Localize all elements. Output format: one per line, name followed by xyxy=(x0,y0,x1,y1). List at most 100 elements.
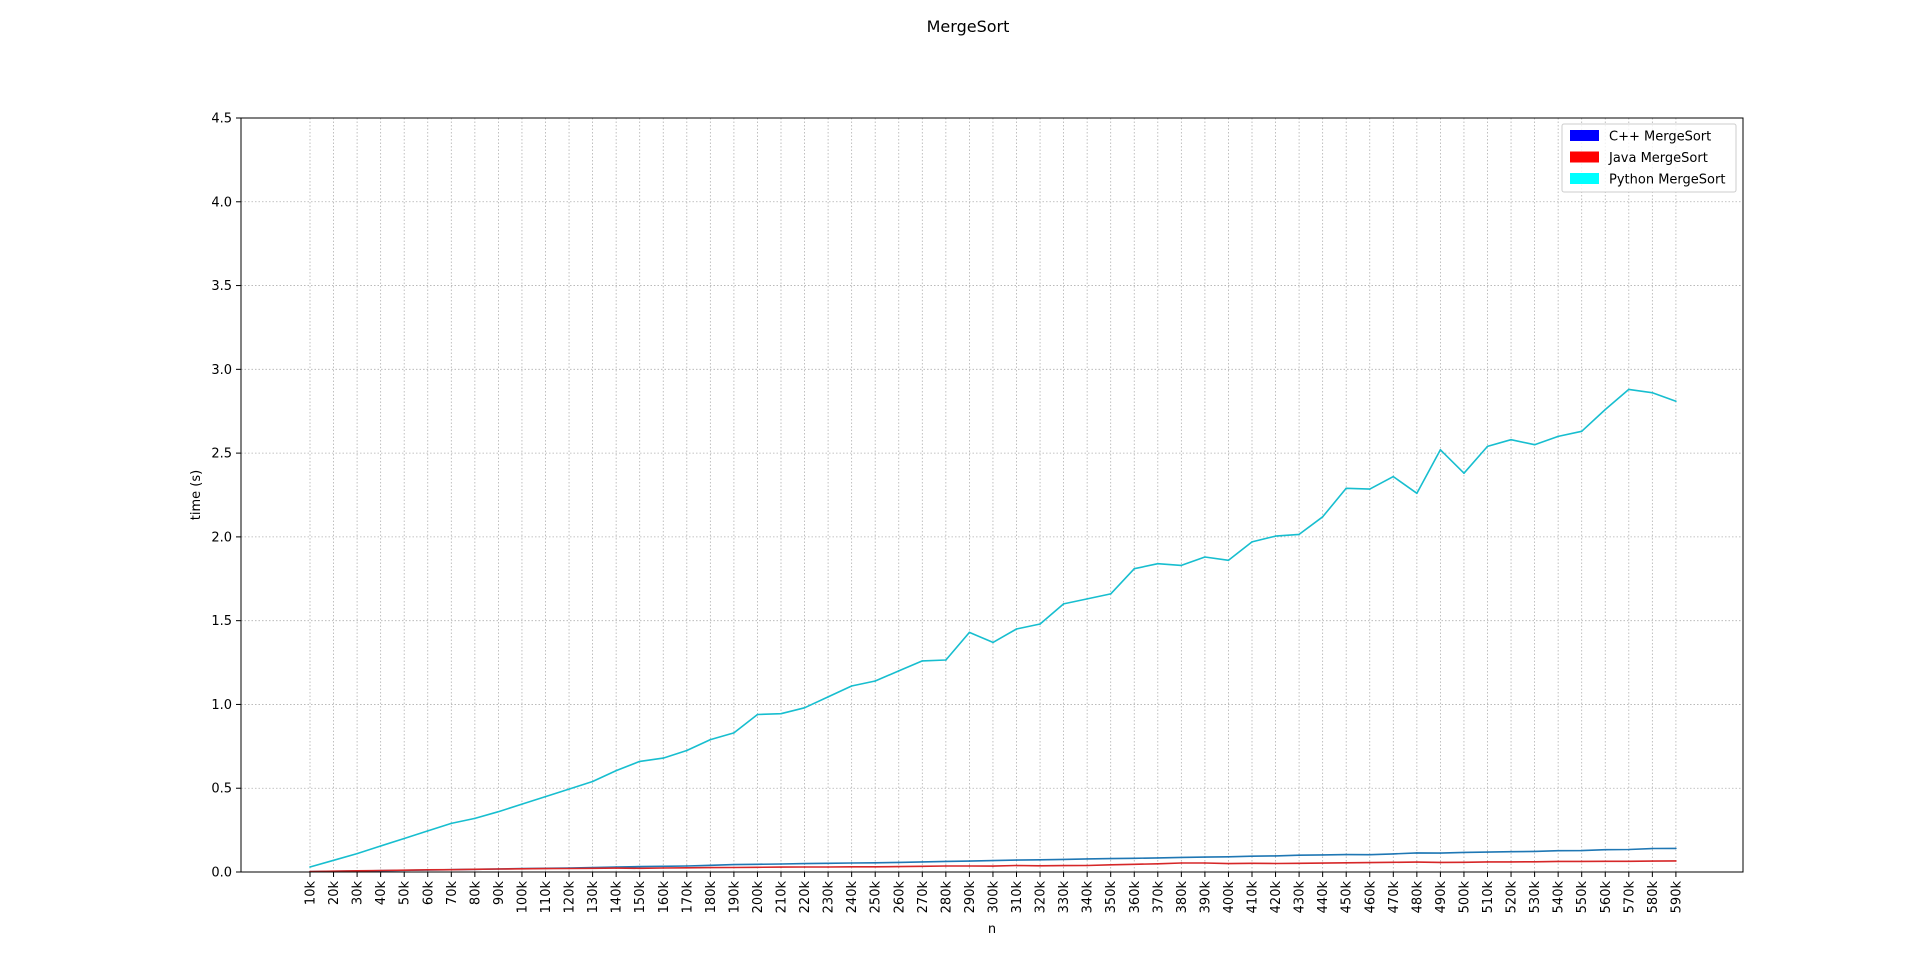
x-tick-label: 580k xyxy=(1646,881,1661,914)
data-point xyxy=(1345,487,1347,490)
x-tick-label: 440k xyxy=(1316,881,1331,914)
x-tick-label: 270k xyxy=(916,881,931,914)
x-tick-label: 590k xyxy=(1669,881,1684,914)
data-point xyxy=(1109,863,1112,866)
data-point xyxy=(544,795,547,798)
data-point xyxy=(1274,535,1277,537)
chart-title: MergeSort xyxy=(927,17,1010,36)
data-point xyxy=(1321,862,1324,864)
data-point xyxy=(1157,857,1159,859)
x-tick-label: 290k xyxy=(963,881,978,914)
data-point xyxy=(1368,853,1371,856)
data-point xyxy=(1204,856,1206,858)
data-point xyxy=(638,867,641,870)
plot-frame xyxy=(240,117,1744,873)
data-point xyxy=(1227,559,1230,562)
x-tick-label: 510k xyxy=(1481,881,1496,914)
data-point xyxy=(1675,847,1677,850)
x-tick-label: 160k xyxy=(657,881,672,914)
x-tick-label: 330k xyxy=(1057,881,1072,914)
x-tick-label: 390k xyxy=(1198,881,1213,914)
x-tick-label: 300k xyxy=(986,881,1001,914)
legend-box xyxy=(1561,123,1737,193)
x-tick-label: 490k xyxy=(1434,881,1449,914)
data-point xyxy=(897,865,900,868)
data-point xyxy=(921,660,924,662)
data-point xyxy=(921,865,924,868)
data-point xyxy=(1251,862,1253,865)
data-point xyxy=(874,861,876,864)
data-point xyxy=(1062,858,1065,861)
data-point xyxy=(1557,435,1559,438)
data-point xyxy=(1062,864,1065,867)
data-point xyxy=(662,867,665,869)
y-tick-label: 3.5 xyxy=(211,279,232,294)
x-tick-label: 120k xyxy=(563,881,578,914)
legend-swatch xyxy=(1570,151,1599,163)
data-point xyxy=(426,869,429,871)
data-point xyxy=(1345,853,1347,856)
data-point xyxy=(1392,861,1395,864)
data-point xyxy=(1204,862,1206,864)
x-tick-label: 460k xyxy=(1363,881,1378,914)
data-point xyxy=(780,866,782,868)
data-point xyxy=(945,659,947,661)
x-tick-label: 420k xyxy=(1269,881,1284,914)
x-tick-label: 260k xyxy=(892,881,907,914)
data-point xyxy=(709,864,712,867)
x-tick-label: 410k xyxy=(1246,881,1261,914)
data-point xyxy=(992,641,994,644)
data-point xyxy=(968,631,971,634)
data-point xyxy=(1321,515,1324,518)
x-tick-label: 70k xyxy=(445,881,460,906)
x-tick-label: 370k xyxy=(1151,881,1166,914)
legend-swatch xyxy=(1570,130,1599,141)
data-point xyxy=(874,680,876,682)
data-point xyxy=(1392,475,1395,478)
data-point xyxy=(733,732,735,734)
data-point xyxy=(1251,855,1253,858)
data-point xyxy=(1463,472,1465,475)
data-point xyxy=(1180,862,1183,864)
grid-layer xyxy=(241,117,1743,873)
data-point xyxy=(1015,859,1018,861)
data-point xyxy=(1510,861,1512,863)
x-tick-label: 110k xyxy=(539,881,554,914)
data-point xyxy=(1628,388,1630,391)
x-tick-label: 560k xyxy=(1599,881,1614,914)
y-tick-label: 4.0 xyxy=(211,195,232,210)
x-tick-label: 180k xyxy=(704,881,719,914)
x-tick-label: 130k xyxy=(586,881,601,914)
data-point xyxy=(544,867,547,870)
data-point xyxy=(568,867,570,870)
data-point xyxy=(945,865,947,867)
data-point xyxy=(1439,448,1442,451)
data-point xyxy=(638,865,641,868)
data-point xyxy=(1533,443,1536,446)
x-tick-label: 80k xyxy=(468,881,483,906)
data-point xyxy=(1628,860,1630,863)
data-point xyxy=(1416,861,1418,863)
x-tick-label: 310k xyxy=(1010,881,1025,914)
y-tick-label: 0.0 xyxy=(211,866,232,881)
data-point xyxy=(1086,598,1088,600)
data-point xyxy=(850,685,853,687)
data-point xyxy=(756,866,759,869)
data-point xyxy=(638,760,641,763)
x-tick-label: 90k xyxy=(492,881,507,906)
x-axis-label: n xyxy=(988,922,996,937)
data-point xyxy=(1180,564,1183,567)
data-point xyxy=(1557,849,1559,852)
data-point xyxy=(709,866,712,869)
data-point xyxy=(897,861,900,864)
y-tick-label: 2.0 xyxy=(211,530,232,545)
data-point xyxy=(686,867,688,869)
data-point xyxy=(1510,438,1512,441)
data-point xyxy=(1298,862,1300,865)
x-tick-label: 240k xyxy=(845,881,860,914)
data-point xyxy=(1604,860,1607,863)
data-point xyxy=(1062,603,1065,605)
data-point xyxy=(686,865,688,867)
data-point xyxy=(756,713,759,716)
